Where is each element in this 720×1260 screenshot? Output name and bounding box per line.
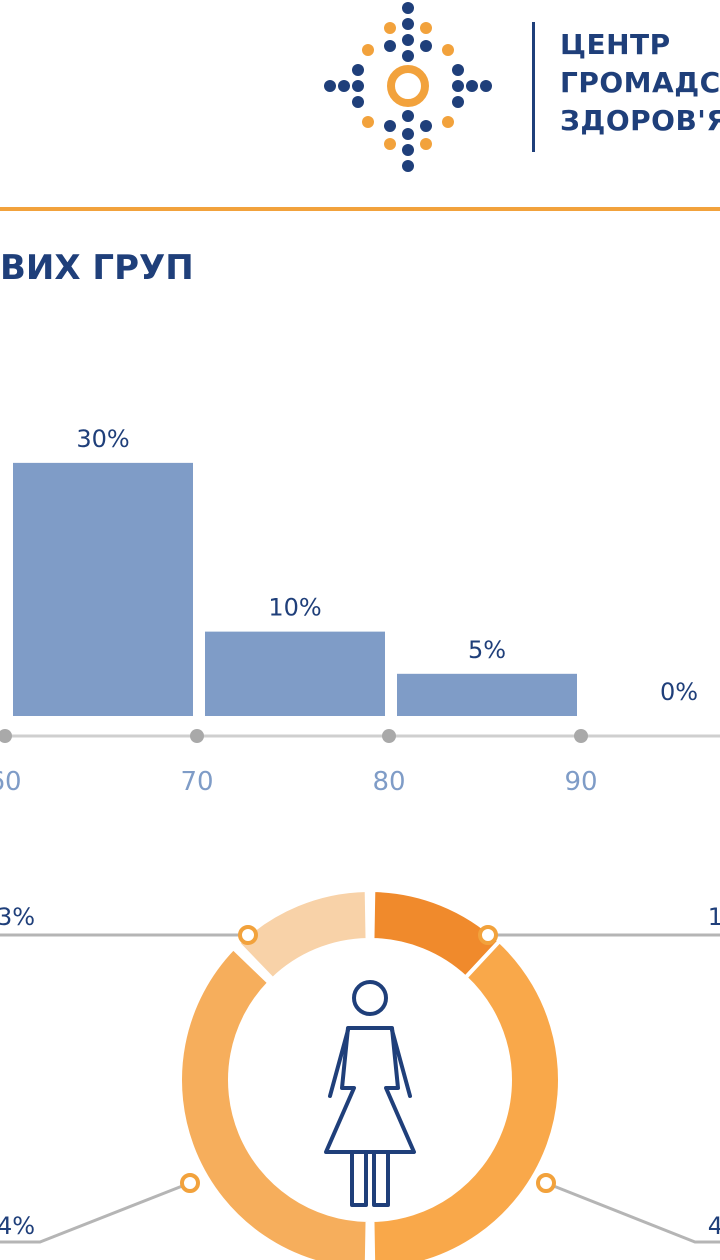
bar	[205, 631, 385, 716]
dotted-diamond-logo-icon	[324, 2, 492, 172]
leader-marker	[180, 1173, 200, 1193]
organization-name-line: ЦЕНТР	[560, 28, 671, 61]
woman-icon	[324, 980, 416, 1207]
donut-segment	[235, 887, 370, 983]
tick-label: 90	[564, 767, 597, 797]
gender-donut-chart: 3% 1 4% 4	[0, 887, 720, 1260]
slice-label: 3%	[0, 903, 35, 931]
tick-marker	[574, 729, 588, 743]
bar	[13, 462, 193, 716]
donut-segment	[370, 938, 562, 1260]
leader-line	[545, 1181, 720, 1244]
leader-marker	[536, 1173, 556, 1193]
leader-line	[0, 1181, 191, 1244]
data-label: 10%	[268, 594, 321, 622]
organization-name-line: ЗДОРОВ'Я	[560, 104, 720, 137]
age-bar-chart: 30% 10% 5% 0% 60 70 80 90	[0, 425, 720, 797]
organization-name: ЦЕНТР ГРОМАДС ЗДОРОВ'Я	[560, 26, 720, 140]
organization-name-line: ГРОМАДС	[560, 66, 720, 99]
tick-marker	[190, 729, 204, 743]
header-divider	[532, 22, 535, 152]
donut-segment	[178, 945, 370, 1260]
data-label: 30%	[76, 425, 129, 453]
slice-label: 4%	[0, 1212, 35, 1240]
tick-marker	[382, 729, 396, 743]
slice-label: 1	[708, 903, 720, 931]
section-title: ВИХ ГРУП	[0, 248, 194, 288]
data-label: 0%	[660, 678, 698, 706]
data-label: 5%	[468, 636, 506, 664]
bar	[397, 673, 577, 716]
leader-marker	[478, 925, 498, 945]
header-rule	[0, 207, 720, 211]
slice-label: 4	[708, 1212, 720, 1240]
tick-label: 70	[180, 767, 213, 797]
tick-marker	[0, 729, 12, 743]
tick-label: 60	[0, 767, 22, 797]
tick-label: 80	[372, 767, 405, 797]
leader-marker	[238, 925, 258, 945]
